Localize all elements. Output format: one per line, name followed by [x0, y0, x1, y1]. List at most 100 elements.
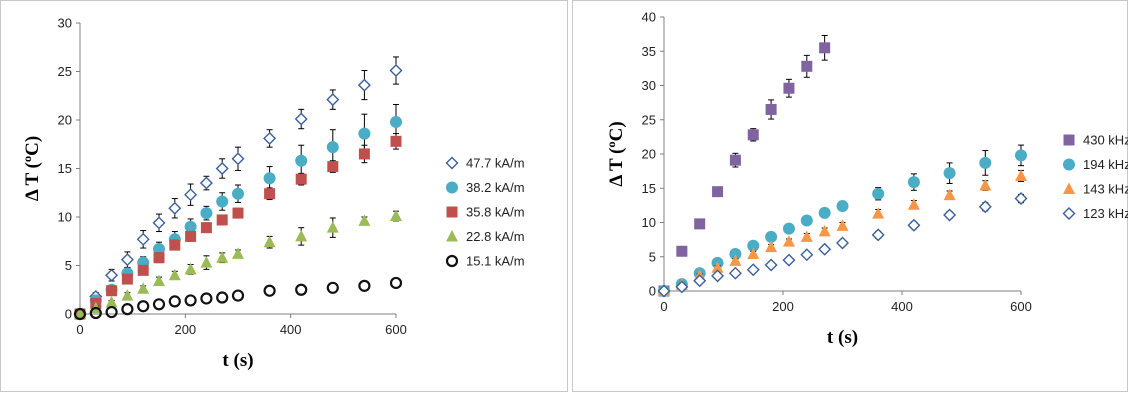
data-point: [153, 252, 165, 264]
data-point: [390, 115, 402, 128]
chart-panel-right: 0 5 10 15 20 25 30 35 40 0 200 400 600 t (s) Δ T (ºC) 4…: [572, 0, 1128, 392]
data-point: [979, 156, 992, 169]
data-point: [121, 303, 134, 316]
y-tick-label: 0: [65, 307, 72, 322]
data-point: [263, 172, 276, 185]
data-point: [711, 261, 724, 273]
data-point: [263, 235, 276, 248]
data-point: [106, 285, 118, 297]
data-point: [232, 247, 244, 259]
data-point: [694, 218, 706, 230]
data-point: [871, 228, 885, 242]
y-tick-label: 15: [58, 161, 72, 176]
data-point: [184, 188, 198, 202]
data-point: [295, 173, 307, 185]
data-point: [818, 242, 832, 256]
data-point: [782, 253, 796, 267]
x-tick-label: 200: [174, 322, 196, 337]
legend-label: 35.8 kA/m: [466, 205, 525, 220]
data-point: [783, 82, 795, 94]
data-point: [121, 273, 133, 285]
data-point: [729, 154, 741, 166]
data-point: [216, 195, 229, 208]
chart-panel-left: 0 5 10 15 20 25 30 0 200 400 600 t (s) Δ T (ºC) 47.7 …: [0, 0, 568, 392]
data-point: [231, 289, 245, 302]
data-point: [872, 187, 885, 200]
data-point: [800, 230, 813, 242]
data-point: [746, 263, 760, 277]
data-point: [89, 306, 102, 320]
legend-marker: [446, 181, 458, 194]
data-point: [199, 176, 213, 190]
data-point: [326, 93, 340, 107]
data-point: [137, 264, 149, 276]
data-point: [295, 229, 308, 242]
data-point: [907, 218, 921, 232]
data-series: [74, 133, 402, 320]
legend-label: 143 kHz: [1083, 182, 1128, 197]
x-tick-label: 600: [385, 322, 407, 337]
legend-marker: [445, 156, 459, 170]
y-tick-label: 5: [65, 258, 72, 273]
data-point: [765, 230, 778, 243]
legend-marker: [1062, 207, 1076, 220]
data-point: [765, 103, 777, 115]
data-point: [232, 207, 244, 219]
data-point: [326, 141, 339, 154]
data-point: [675, 280, 689, 294]
y-tick-label: 40: [642, 10, 656, 25]
data-point: [137, 282, 150, 294]
data-point: [120, 253, 134, 267]
y-tick-label: 25: [58, 64, 72, 79]
data-point: [1015, 149, 1027, 162]
legend-marker: [1063, 134, 1075, 146]
data-point: [389, 64, 403, 78]
data-point: [943, 167, 956, 180]
data-point: [185, 230, 197, 242]
data-point: [184, 220, 197, 233]
data-point: [231, 152, 245, 166]
data-point: [907, 176, 920, 189]
y-axis-title: Δ T (ºC): [22, 136, 43, 201]
data-point: [200, 292, 213, 305]
legend-label: 15.1 kA/m: [466, 254, 525, 269]
data-point: [168, 268, 181, 281]
y-tick-label: 10: [58, 210, 72, 225]
legend-label: 38.2 kA/m: [466, 180, 525, 195]
data-point: [836, 219, 849, 231]
data-point: [818, 206, 831, 219]
data-point: [152, 216, 166, 230]
x-tick-label: 600: [1010, 299, 1032, 314]
data-point: [729, 254, 742, 266]
data-point: [800, 214, 813, 227]
legend-label: 123 kHz: [1083, 206, 1128, 221]
y-tick-label: 0: [649, 284, 656, 299]
data-point: [168, 295, 181, 308]
legend-label: 22.8 kA/m: [466, 229, 525, 244]
data-point: [978, 200, 992, 214]
data-point: [200, 256, 213, 268]
data-series: [73, 276, 403, 321]
data-point: [105, 305, 118, 319]
data-point: [73, 307, 87, 321]
data-point: [264, 188, 276, 200]
data-point: [943, 208, 957, 222]
data-point: [326, 221, 339, 233]
data-point: [105, 295, 118, 308]
data-point: [184, 294, 197, 307]
x-axis-title: t (s): [222, 350, 253, 371]
data-point: [136, 232, 150, 246]
data-point: [907, 198, 920, 210]
data-point: [358, 127, 371, 140]
chart-svg-left: 0 5 10 15 20 25 30 0 200 400 600 t (s) Δ T (ºC) 47.7 …: [22, 16, 525, 372]
data-point: [836, 236, 849, 250]
y-axis-title: Δ T (ºC): [606, 121, 627, 186]
data-point: [153, 243, 165, 256]
x-tick-label: 0: [660, 299, 667, 314]
legend-label: 194 kHz: [1083, 157, 1128, 172]
data-point: [358, 148, 370, 160]
data-point: [943, 188, 956, 201]
x-tick-label: 200: [772, 299, 794, 314]
data-point: [782, 235, 795, 247]
